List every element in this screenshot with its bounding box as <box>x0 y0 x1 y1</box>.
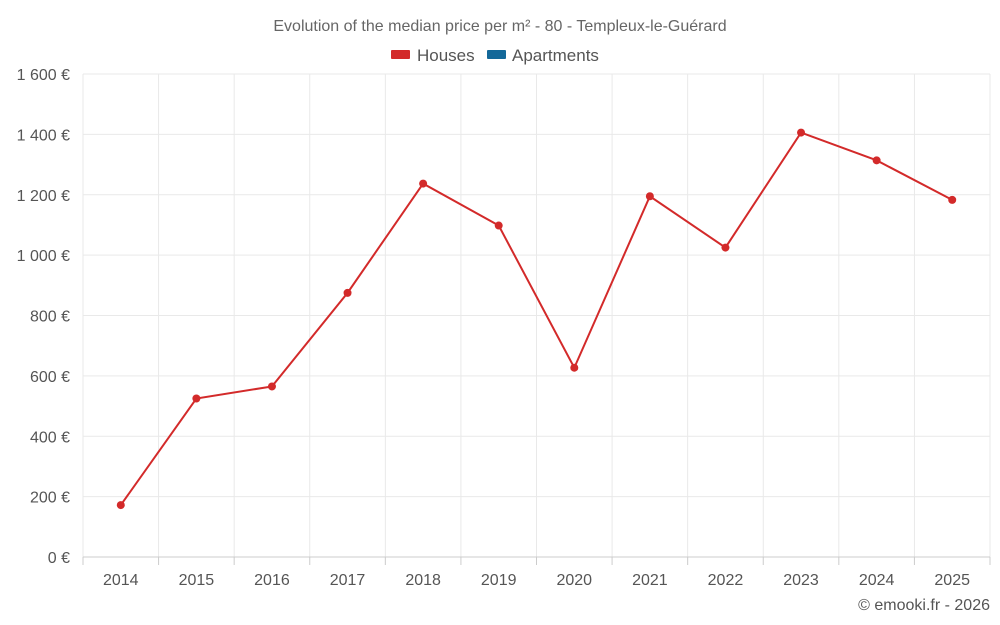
data-point-houses[interactable] <box>797 128 806 137</box>
data-point-houses[interactable] <box>343 288 352 297</box>
legend-label-houses: Houses <box>417 46 475 65</box>
x-tick-label: 2017 <box>330 572 366 589</box>
x-tick-label: 2024 <box>859 572 895 589</box>
x-tick-label: 2021 <box>632 572 668 589</box>
legend-item-houses[interactable]: Houses <box>391 46 475 65</box>
x-tick-label: 2019 <box>481 572 517 589</box>
y-tick-label: 800 € <box>30 309 70 326</box>
chart-title: Evolution of the median price per m² - 8… <box>273 18 726 35</box>
data-point-houses[interactable] <box>267 382 276 391</box>
legend-swatch-houses <box>391 50 410 59</box>
series <box>116 128 957 510</box>
y-tick-label: 1 400 € <box>17 127 70 144</box>
y-tick-label: 600 € <box>30 369 70 386</box>
y-tick-label: 1 600 € <box>17 67 70 84</box>
x-tick-label: 2025 <box>934 572 970 589</box>
y-tick-label: 200 € <box>30 490 70 507</box>
legend-label-apartments: Apartments <box>512 46 599 65</box>
legend-item-apartments[interactable]: Apartments <box>487 46 599 65</box>
data-point-houses[interactable] <box>419 179 428 188</box>
x-tick-label: 2023 <box>783 572 819 589</box>
credit-text: © emooki.fr - 2026 <box>858 597 990 614</box>
data-point-houses[interactable] <box>192 394 201 403</box>
x-tick-label: 2014 <box>103 572 139 589</box>
y-tick-label: 0 € <box>48 550 70 567</box>
x-tick-label: 2020 <box>556 572 592 589</box>
data-point-houses[interactable] <box>116 501 125 510</box>
legend: Houses Apartments <box>391 46 599 65</box>
data-point-houses[interactable] <box>570 363 579 372</box>
legend-swatch-apartments <box>487 50 506 59</box>
x-tick-label: 2015 <box>179 572 215 589</box>
grid <box>82 73 991 557</box>
series-line-houses <box>119 131 953 506</box>
data-point-houses[interactable] <box>872 156 881 165</box>
data-point-houses[interactable] <box>494 221 503 230</box>
y-tick-label: 1 000 € <box>17 248 70 265</box>
x-tick-label: 2018 <box>405 572 441 589</box>
y-tick-label: 400 € <box>30 429 70 446</box>
x-tick-label: 2016 <box>254 572 290 589</box>
axes: 0 € 200 € 400 € 600 € 800 € 1 000 € 1 200 € 1 4… <box>17 67 991 589</box>
data-point-houses[interactable] <box>948 195 957 204</box>
data-point-houses[interactable] <box>645 192 654 201</box>
y-tick-label: 1 200 € <box>17 188 70 205</box>
x-tick-label: 2022 <box>708 572 744 589</box>
data-point-houses[interactable] <box>721 243 730 252</box>
